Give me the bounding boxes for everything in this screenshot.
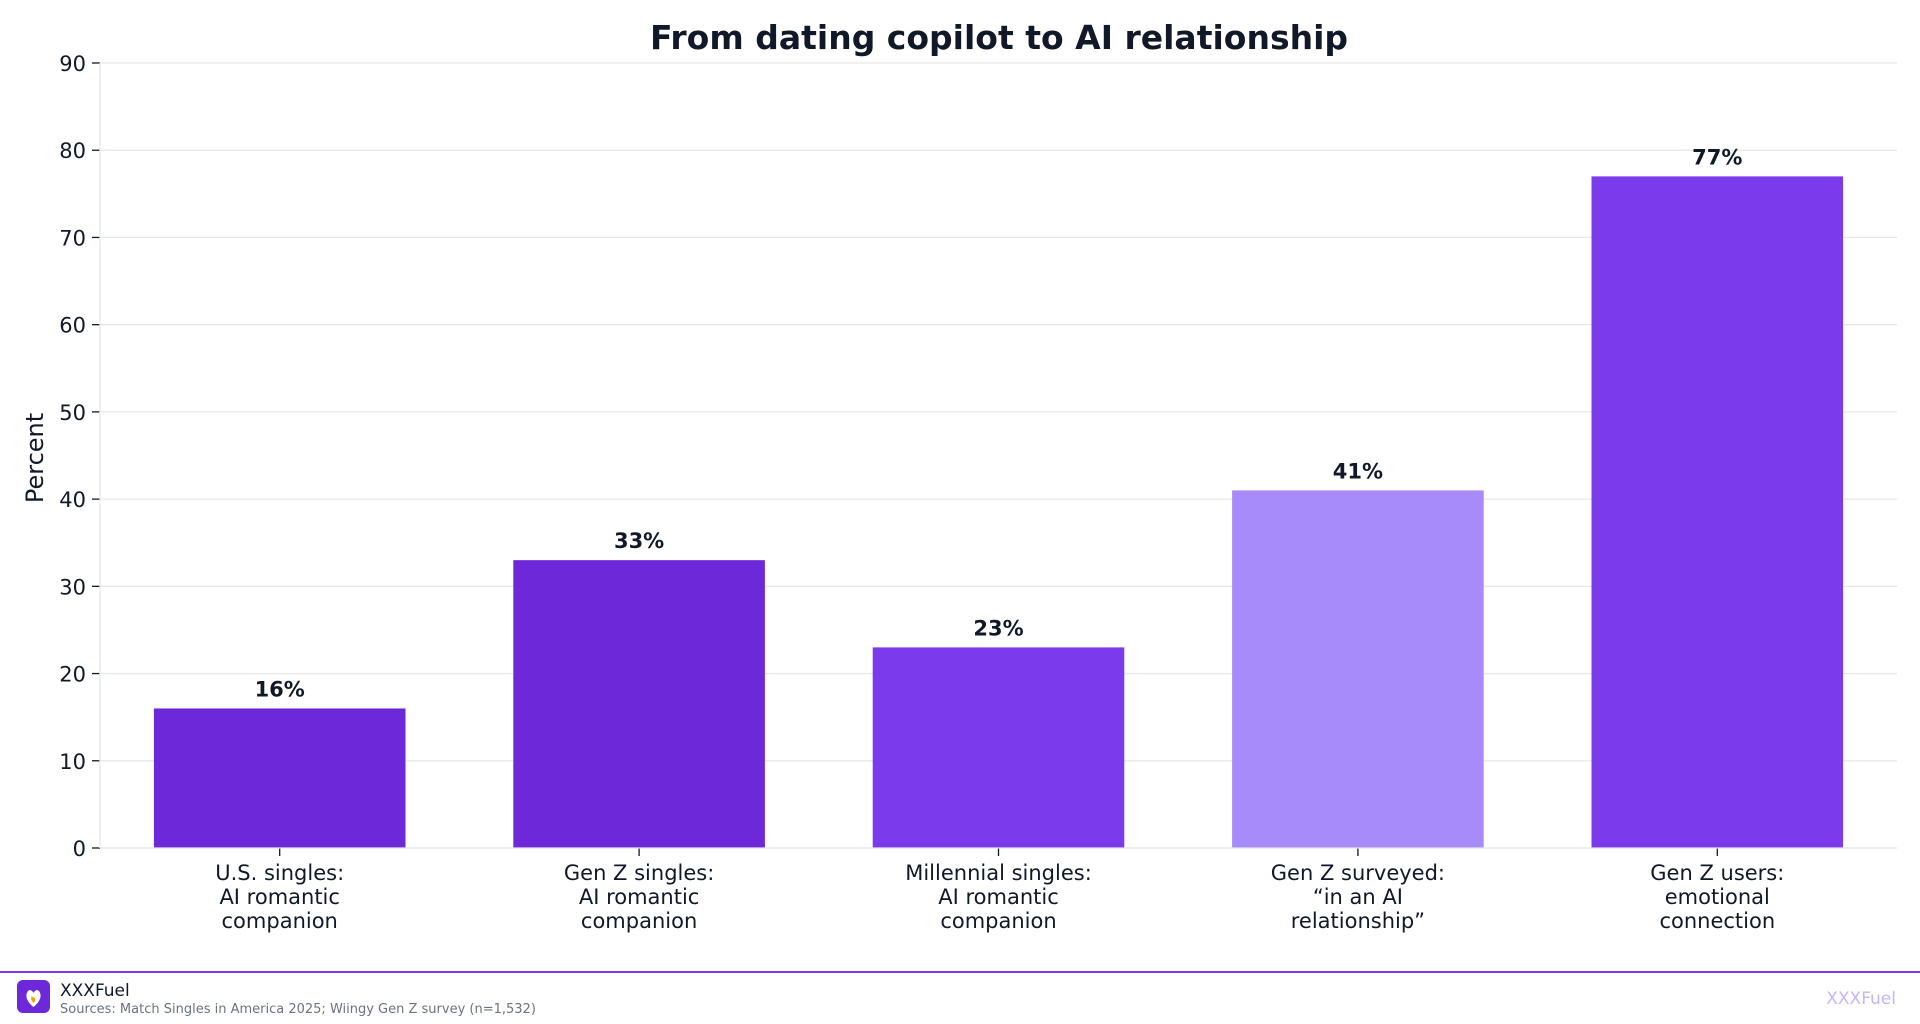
- bar-value-label: 41%: [1333, 459, 1383, 483]
- y-tick-label: 60: [59, 314, 86, 338]
- bar-value-label: 77%: [1692, 145, 1742, 169]
- bars: 16% 33% 23% 41% 77%: [153, 145, 1844, 848]
- y-tick-label: 0: [73, 837, 86, 861]
- bar-value-label: 33%: [614, 529, 664, 553]
- footer-brand: XXXFuel: [60, 981, 130, 1001]
- x-tick-label-line: Gen Z singles:: [564, 861, 714, 885]
- x-tick-label-line: Millennial singles:: [905, 861, 1092, 885]
- bar: [153, 708, 406, 848]
- x-tick-label: Gen Z singles: AI romantic companion: [564, 861, 714, 933]
- bar: [872, 647, 1125, 848]
- x-tick-label: Gen Z users: emotional connection: [1650, 861, 1784, 933]
- y-tick-label: 90: [59, 52, 86, 76]
- x-tick-label-line: “in an AI: [1313, 885, 1403, 909]
- y-tick-label: 20: [59, 663, 86, 687]
- y-axis-label: Percent: [21, 413, 49, 503]
- x-tick-label-line: Gen Z surveyed:: [1271, 861, 1445, 885]
- bar: [1591, 176, 1844, 848]
- x-tick-label-line: companion: [222, 909, 338, 933]
- footer-watermark: XXXFuel: [1826, 989, 1896, 1009]
- bar: [1232, 490, 1484, 848]
- x-tick-label-line: AI romantic: [579, 885, 700, 909]
- bar-value-label: 16%: [255, 677, 305, 701]
- x-tick-label-line: AI romantic: [219, 885, 340, 909]
- heart-flame-icon: [17, 980, 50, 1013]
- y-tick-label: 50: [59, 401, 86, 425]
- footer: XXXFuel Sources: Match Singles in Americ…: [0, 971, 1920, 1024]
- x-tick-label-line: connection: [1659, 909, 1775, 933]
- y-tick-label: 70: [59, 226, 86, 250]
- x-tick-label-line: Gen Z users:: [1650, 861, 1784, 885]
- x-tick-label-line: AI romantic: [938, 885, 1059, 909]
- footer-source: Sources: Match Singles in America 2025; …: [60, 1002, 536, 1017]
- x-tick-label-line: companion: [581, 909, 697, 933]
- y-tick-label: 80: [59, 139, 86, 163]
- bar-value-label: 23%: [973, 616, 1023, 640]
- y-tick-label: 30: [59, 575, 86, 599]
- x-tick-label: Millennial singles: AI romantic companion: [905, 861, 1092, 933]
- x-tick-label-line: companion: [940, 909, 1056, 933]
- bar-chart: 16% 33% 23% 41% 77% 0 10 20 30 40 50 60 70 80 90 U.S. …: [21, 18, 1897, 933]
- x-tick-label: U.S. singles: AI romantic companion: [215, 861, 344, 933]
- x-tick-label-line: U.S. singles:: [215, 861, 344, 885]
- x-tick-label: Gen Z surveyed: “in an AI relationship”: [1271, 861, 1445, 933]
- x-tick-label-line: emotional: [1665, 885, 1770, 909]
- chart-title: From dating copilot to AI relationship: [650, 18, 1348, 57]
- y-tick-label: 40: [59, 488, 86, 512]
- y-tick-label: 10: [59, 750, 86, 774]
- x-tick-label-line: relationship”: [1291, 909, 1425, 933]
- bar: [513, 560, 765, 848]
